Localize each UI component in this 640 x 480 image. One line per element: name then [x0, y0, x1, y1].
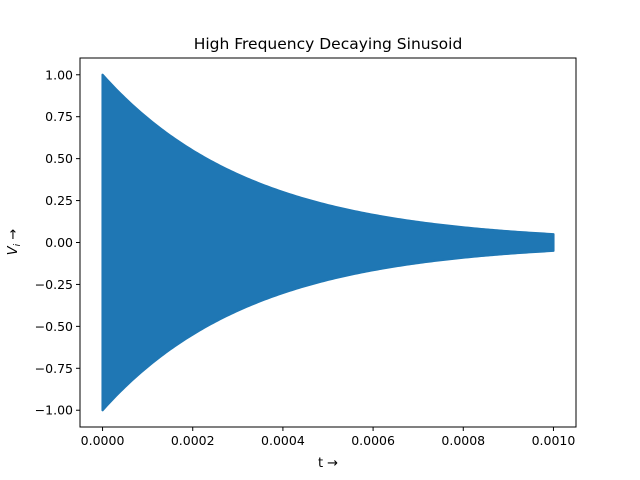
y-axis-label-arrow: → [6, 229, 21, 244]
x-axis-label: t → [318, 456, 338, 471]
y-tick-label: 0.50 [45, 151, 73, 166]
y-tick-label: −0.50 [35, 319, 73, 334]
x-tick-label: 0.0002 [171, 433, 215, 448]
plot-area [101, 73, 555, 412]
y-tick-label: 1.00 [45, 67, 73, 82]
y-tick-label: 0.25 [45, 193, 73, 208]
y-tick-label: −1.00 [35, 403, 73, 418]
y-tick-label: 0.75 [45, 109, 73, 124]
y-axis-label-sub: i [13, 243, 23, 246]
x-tick-label: 0.0004 [261, 433, 305, 448]
y-tick-label: 0.00 [45, 235, 73, 250]
x-tick-label: 0.0006 [351, 433, 395, 448]
y-tick-label: −0.75 [35, 361, 73, 376]
x-tick-label: 0.0010 [532, 433, 576, 448]
y-axis: 1.00 0.75 0.50 0.25 0.00 −0.25 −0.50 −0.75 −1.00 [35, 67, 80, 418]
y-axis-label-main: V [6, 245, 21, 255]
x-tick-label: 0.0000 [81, 433, 125, 448]
chart-title: High Frequency Decaying Sinusoid [194, 35, 463, 53]
x-tick-label: 0.0008 [441, 433, 485, 448]
series-line-0 [101, 73, 555, 412]
y-tick-label: −0.25 [35, 277, 73, 292]
x-axis: 0.0000 0.0002 0.0004 0.0006 0.0008 0.0010 [81, 427, 576, 448]
y-axis-label: Vi → [6, 229, 23, 256]
